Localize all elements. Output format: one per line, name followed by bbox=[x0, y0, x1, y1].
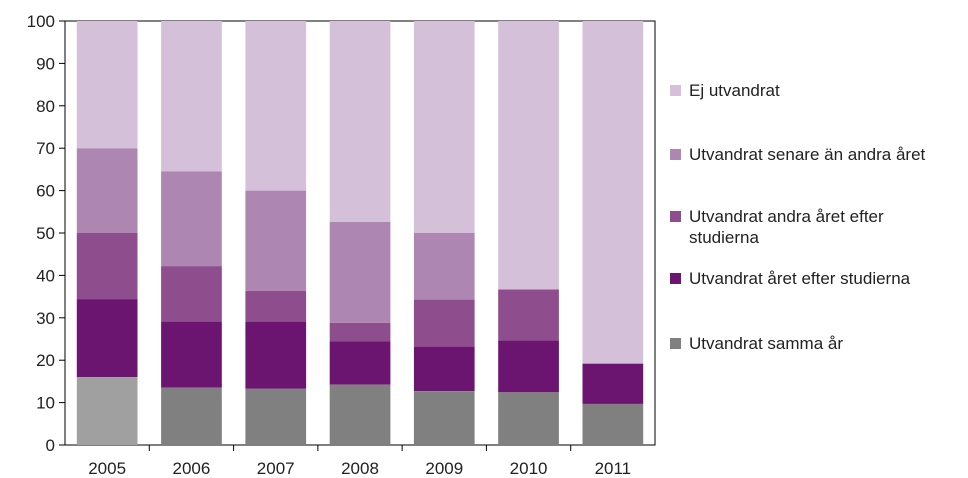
legend-swatch bbox=[670, 85, 681, 96]
legend-item: Utvandrat året efter studierna bbox=[670, 268, 968, 289]
legend-label: Utvandrat andra året efter studierna bbox=[689, 207, 884, 247]
bar-segment-2008-3 bbox=[329, 222, 391, 323]
bar-segment-2009-2 bbox=[413, 299, 475, 347]
bar-segment-2009-0 bbox=[413, 391, 475, 445]
bar-segment-2005-0 bbox=[76, 377, 138, 445]
x-tick-label: 2009 bbox=[425, 459, 463, 478]
y-tick-label: 30 bbox=[36, 309, 55, 328]
x-axis: 2005 2006 2007 2008 2009 2010 2011 bbox=[88, 445, 631, 478]
legend-swatch bbox=[670, 211, 681, 222]
y-tick-label: 60 bbox=[36, 182, 55, 201]
legend-label: Utvandrat senare än andra året bbox=[689, 145, 926, 164]
y-tick-label: 90 bbox=[36, 54, 55, 73]
legend-item: Utvandrat samma år bbox=[670, 333, 968, 354]
bar-segment-2008-2 bbox=[329, 322, 391, 342]
bar-segment-2007-2 bbox=[245, 290, 307, 322]
bar-segment-2006-1 bbox=[161, 321, 222, 388]
y-axis: 0 10 20 30 40 50 60 70 80 90 100 bbox=[27, 12, 65, 455]
bar-segment-2010-4 bbox=[498, 21, 559, 290]
legend-item: Ej utvandrat bbox=[670, 80, 968, 101]
y-tick-label: 10 bbox=[36, 394, 55, 413]
bar-segment-2010-0 bbox=[498, 392, 559, 445]
bar-segment-2010-1 bbox=[498, 340, 559, 392]
bar-segment-2011-0 bbox=[582, 403, 644, 445]
bar-segment-2007-4 bbox=[245, 21, 307, 191]
x-tick-label: 2005 bbox=[88, 459, 126, 478]
legend-label: Utvandrat året efter studierna bbox=[689, 269, 911, 288]
bar-segment-2007-3 bbox=[245, 190, 307, 291]
x-tick-label: 2011 bbox=[595, 459, 632, 478]
y-tick-label: 80 bbox=[36, 97, 55, 116]
bar-segment-2006-4 bbox=[161, 21, 222, 172]
legend-label: Ej utvandrat bbox=[689, 81, 780, 100]
bar-segment-2006-3 bbox=[161, 171, 222, 267]
y-tick-label: 70 bbox=[36, 139, 55, 158]
y-tick-label: 50 bbox=[36, 224, 55, 243]
x-tick-label: 2008 bbox=[341, 459, 379, 478]
bar-segment-2008-4 bbox=[329, 21, 391, 222]
bar-segment-2007-1 bbox=[245, 321, 307, 389]
bar-segment-2009-1 bbox=[413, 346, 475, 392]
x-tick-label: 2010 bbox=[510, 459, 548, 478]
bar-segment-2008-1 bbox=[329, 341, 391, 385]
bars-group bbox=[76, 21, 644, 445]
legend-item: Utvandrat senare än andra året bbox=[670, 144, 929, 165]
bar-segment-2009-4 bbox=[413, 21, 475, 233]
legend-label: Utvandrat samma år bbox=[689, 334, 843, 353]
y-tick-label: 0 bbox=[46, 436, 55, 455]
bar-segment-2008-0 bbox=[329, 384, 391, 445]
y-tick-label: 40 bbox=[36, 266, 55, 285]
x-tick-label: 2007 bbox=[257, 459, 295, 478]
bar-segment-2010-2 bbox=[498, 289, 559, 341]
bar-segment-2011-1 bbox=[582, 363, 644, 404]
bar-segment-2005-1 bbox=[76, 299, 138, 378]
bar-segment-2005-4 bbox=[76, 21, 138, 149]
y-tick-label: 20 bbox=[36, 351, 55, 370]
bar-segment-2005-3 bbox=[76, 148, 138, 233]
legend-swatch bbox=[670, 149, 681, 160]
bar-segment-2006-0 bbox=[161, 387, 222, 445]
bar-segment-2006-2 bbox=[161, 266, 222, 322]
x-tick-label: 2006 bbox=[173, 459, 211, 478]
bar-segment-2011-4 bbox=[582, 21, 644, 364]
bar-segment-2005-2 bbox=[76, 233, 138, 300]
legend-swatch bbox=[670, 338, 681, 349]
y-tick-label: 100 bbox=[27, 12, 55, 31]
bar-segment-2009-3 bbox=[413, 233, 475, 300]
bar-segment-2007-0 bbox=[245, 388, 307, 445]
legend-item: Utvandrat andra året efter studierna bbox=[670, 206, 929, 248]
legend-swatch bbox=[670, 273, 681, 284]
